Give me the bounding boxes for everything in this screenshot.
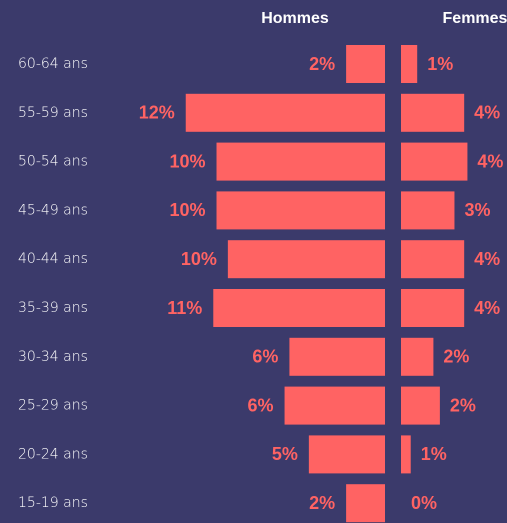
value-label: 2% <box>309 493 335 513</box>
value-label: 10% <box>169 151 205 171</box>
value-label: 0% <box>411 493 437 513</box>
value-label: 4% <box>474 103 500 123</box>
category-label: 30-34 ans <box>18 349 88 365</box>
category-label: 40-44 ans <box>18 251 88 267</box>
bar <box>401 45 418 83</box>
bar <box>401 289 465 327</box>
value-label: 1% <box>421 444 447 464</box>
value-label: 2% <box>450 395 476 415</box>
value-label: 6% <box>252 347 278 367</box>
category-label: 25-29 ans <box>18 398 88 414</box>
bar <box>401 337 434 376</box>
value-label: 3% <box>464 200 490 220</box>
value-label: 4% <box>474 249 500 269</box>
bar <box>401 93 465 132</box>
category-label: 20-24 ans <box>18 446 88 462</box>
value-label: 12% <box>139 103 175 123</box>
series-header: Femmes <box>443 10 507 27</box>
category-label: 15-19 ans <box>18 495 88 511</box>
category-label: 50-54 ans <box>18 154 88 170</box>
category-label: 35-39 ans <box>18 300 88 316</box>
bar <box>401 435 411 474</box>
value-label: 10% <box>169 200 205 220</box>
bar <box>213 289 385 327</box>
bar <box>401 191 455 230</box>
bar <box>308 435 385 474</box>
category-label: 45-49 ans <box>18 202 88 218</box>
bar <box>227 240 385 279</box>
series-header: Hommes <box>261 10 329 27</box>
value-label: 6% <box>248 395 274 415</box>
value-label: 5% <box>272 444 298 464</box>
bar <box>284 386 385 425</box>
value-label: 4% <box>477 151 503 171</box>
bar <box>401 386 440 425</box>
bar <box>216 142 385 181</box>
category-label: 60-64 ans <box>18 56 88 72</box>
bar <box>289 337 385 376</box>
bar <box>401 240 465 279</box>
value-label: 10% <box>181 249 217 269</box>
bar <box>216 191 385 230</box>
value-label: 2% <box>309 54 335 74</box>
category-label: 55-59 ans <box>18 105 88 121</box>
bar <box>401 142 468 181</box>
bar <box>346 484 385 523</box>
value-label: 4% <box>474 298 500 318</box>
value-label: 11% <box>167 298 202 318</box>
bar <box>346 45 385 83</box>
value-label: 1% <box>427 54 453 74</box>
value-label: 2% <box>443 347 469 367</box>
bar <box>185 93 385 132</box>
